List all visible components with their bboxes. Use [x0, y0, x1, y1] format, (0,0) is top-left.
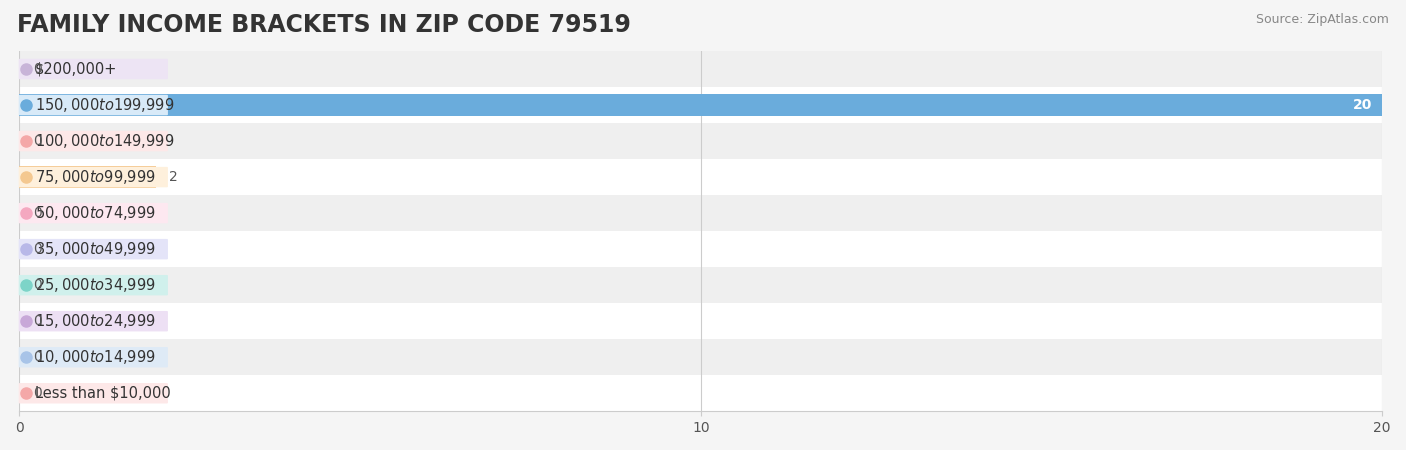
Bar [20, 166, 156, 188]
Text: $150,000 to $199,999: $150,000 to $199,999 [35, 96, 174, 114]
Text: 0: 0 [32, 314, 42, 328]
Text: $25,000 to $34,999: $25,000 to $34,999 [35, 276, 156, 294]
Bar [20, 195, 1382, 231]
Bar [20, 375, 1382, 411]
Bar [20, 267, 1382, 303]
Bar [20, 123, 1382, 159]
Text: Source: ZipAtlas.com: Source: ZipAtlas.com [1256, 14, 1389, 27]
FancyBboxPatch shape [18, 311, 167, 332]
Text: $75,000 to $99,999: $75,000 to $99,999 [35, 168, 156, 186]
FancyBboxPatch shape [18, 347, 167, 368]
FancyBboxPatch shape [18, 131, 167, 151]
Text: 0: 0 [32, 62, 42, 76]
Text: 0: 0 [32, 134, 42, 148]
Text: $35,000 to $49,999: $35,000 to $49,999 [35, 240, 156, 258]
Text: 0: 0 [32, 206, 42, 220]
Bar [20, 339, 1382, 375]
Text: Less than $10,000: Less than $10,000 [35, 386, 170, 401]
Text: 0: 0 [32, 278, 42, 292]
Text: $15,000 to $24,999: $15,000 to $24,999 [35, 312, 156, 330]
Text: $200,000+: $200,000+ [35, 62, 118, 76]
Bar [20, 94, 1382, 116]
Bar [20, 51, 1382, 87]
Text: 20: 20 [1353, 98, 1372, 112]
Bar [20, 159, 1382, 195]
FancyBboxPatch shape [18, 275, 167, 295]
Text: $100,000 to $149,999: $100,000 to $149,999 [35, 132, 174, 150]
FancyBboxPatch shape [18, 95, 167, 115]
FancyBboxPatch shape [18, 167, 167, 187]
Text: $50,000 to $74,999: $50,000 to $74,999 [35, 204, 156, 222]
Text: FAMILY INCOME BRACKETS IN ZIP CODE 79519: FAMILY INCOME BRACKETS IN ZIP CODE 79519 [17, 14, 631, 37]
Text: $10,000 to $14,999: $10,000 to $14,999 [35, 348, 156, 366]
FancyBboxPatch shape [18, 239, 167, 259]
Bar [20, 231, 1382, 267]
Bar [20, 303, 1382, 339]
Text: 0: 0 [32, 386, 42, 400]
Text: 2: 2 [169, 170, 179, 184]
Text: 0: 0 [32, 350, 42, 364]
FancyBboxPatch shape [18, 203, 167, 223]
FancyBboxPatch shape [18, 383, 167, 404]
Text: 0: 0 [32, 242, 42, 256]
Bar [20, 87, 1382, 123]
FancyBboxPatch shape [18, 59, 167, 79]
